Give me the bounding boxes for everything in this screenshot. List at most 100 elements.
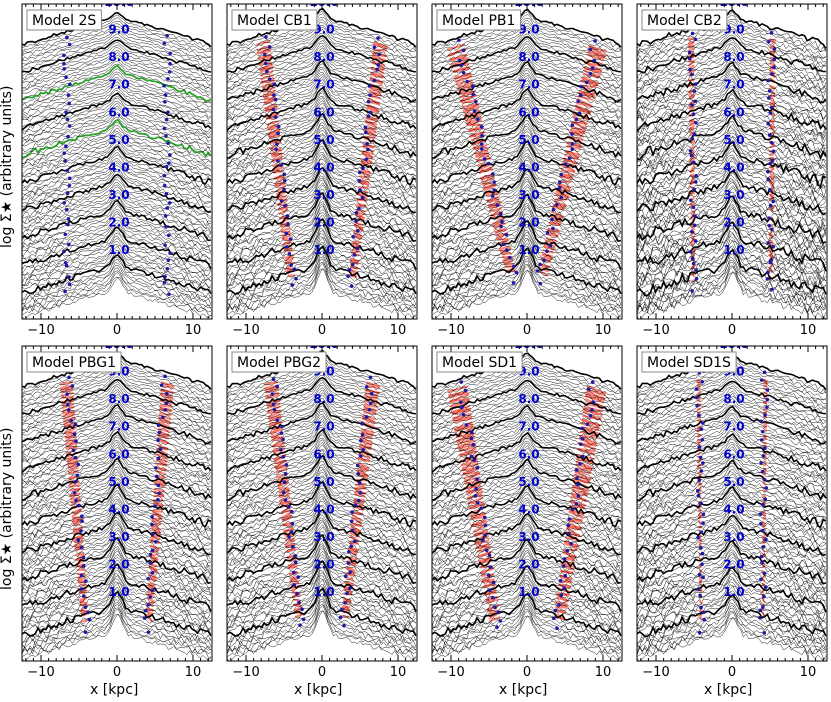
profile-curve [637, 581, 827, 627]
profile-curve [22, 49, 211, 86]
edge-marker [272, 93, 276, 98]
buckling-segment [459, 450, 478, 458]
profile-curve [227, 517, 417, 561]
profile-curve [227, 236, 417, 287]
profile-curve [432, 580, 622, 627]
buckling-segment [456, 81, 474, 89]
profile-curve [227, 142, 417, 190]
profile-curve [227, 68, 416, 112]
edge-marker [358, 491, 363, 495]
profile-curve [22, 259, 211, 302]
x-tick-label: −10 [437, 323, 464, 338]
edge-marker [283, 204, 287, 208]
edge-marker [559, 195, 564, 200]
profile-curve [637, 590, 827, 636]
panel-title: Model PBG2 [231, 351, 327, 373]
profile-curve [637, 65, 827, 105]
edge-marker [765, 388, 770, 392]
edge-marker [67, 183, 72, 188]
buckling-segment [370, 71, 384, 78]
profile-curve [637, 396, 827, 434]
edge-marker [701, 461, 705, 465]
edge-marker [500, 219, 504, 224]
edge-marker [481, 538, 485, 543]
profile-curve [22, 216, 211, 258]
profile-curve [432, 190, 622, 236]
profile-curve-bold [637, 88, 827, 132]
profile-curve [22, 238, 212, 279]
edge-marker [767, 133, 772, 138]
edge-marker [372, 78, 377, 83]
edge-marker [592, 58, 597, 63]
edge-marker [273, 115, 278, 119]
profile-curve-bold [227, 59, 417, 103]
profile-curve [22, 546, 212, 593]
profile-curve [227, 179, 416, 227]
profile-curve [227, 134, 416, 178]
buckling-segment [373, 48, 387, 52]
edge-marker [73, 455, 78, 460]
edge-marker [561, 564, 566, 568]
profile-curve [227, 519, 416, 567]
edge-marker [368, 93, 372, 97]
profile-curve [432, 173, 621, 220]
profile-curve [227, 550, 416, 600]
edge-marker [770, 141, 774, 145]
profile-curve [432, 11, 622, 50]
profile-curve [637, 195, 827, 241]
edge-marker [166, 258, 171, 263]
buckling-segment [479, 567, 494, 575]
profile-curve [227, 177, 416, 225]
edge-marker [163, 408, 168, 412]
edge-marker [79, 529, 83, 533]
profile-curve [22, 446, 211, 490]
edge-marker [697, 478, 702, 483]
edge-marker [479, 147, 484, 151]
svg-text:Model SD1S: Model SD1S [647, 355, 731, 371]
edge-marker [570, 141, 575, 146]
profile-curve [637, 233, 827, 282]
profile-curve [432, 160, 622, 205]
edge-marker [353, 503, 358, 508]
profile-curve-bold [637, 114, 827, 161]
buckling-segment [551, 210, 564, 218]
edge-marker [771, 244, 776, 249]
buckling-segment [762, 459, 767, 464]
buckling-segment [265, 393, 280, 400]
edge-marker [690, 256, 695, 261]
profile-curve-bold [432, 538, 622, 585]
buckling-segment [481, 578, 495, 584]
profile-curve [432, 164, 621, 208]
edge-marker [769, 31, 774, 35]
time-label: 5.0 [313, 475, 334, 489]
panel-title: Model CB2 [641, 9, 728, 31]
profile-curve-bold [22, 39, 211, 73]
profile-curve [22, 262, 212, 305]
panel-6: 1.02.03.04.05.06.07.08.09.010.0−10010Mod… [226, 345, 418, 680]
profile-curve [637, 245, 827, 295]
profile-curve [637, 560, 826, 603]
profile-curve [637, 511, 826, 555]
edge-marker [574, 117, 579, 122]
buckling-segment [268, 134, 281, 140]
profile-curve [637, 118, 826, 164]
profile-curve [637, 178, 827, 220]
edge-marker [491, 580, 496, 585]
profile-curve [637, 502, 827, 543]
edge-marker [760, 469, 765, 474]
time-label: 1.0 [518, 585, 539, 599]
edge-marker [63, 159, 67, 163]
edge-marker [70, 384, 75, 388]
profile-curve [432, 235, 622, 285]
profile-curve [22, 158, 212, 197]
edge-marker [340, 607, 344, 612]
profile-curve [227, 559, 417, 608]
time-label: 6.0 [518, 447, 539, 461]
edge-marker [275, 384, 280, 389]
profile-curve-bold [22, 537, 212, 585]
buckling-segment [65, 445, 78, 451]
edge-marker [465, 79, 470, 84]
edge-marker [553, 608, 558, 613]
profile-curve [637, 227, 827, 276]
profile-curve [227, 578, 417, 629]
